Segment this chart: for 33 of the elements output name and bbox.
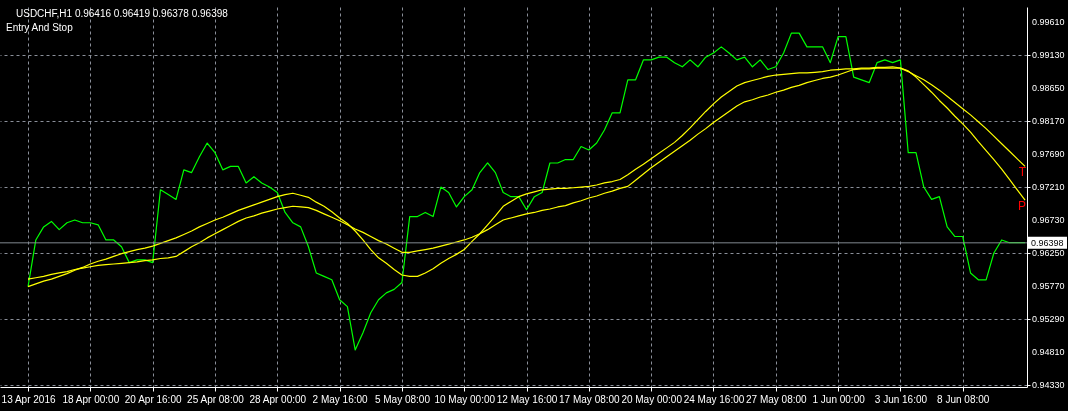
- x-tick-label: 27 May 08:00: [746, 393, 808, 405]
- y-tick-label: 0.94330: [1032, 379, 1065, 390]
- x-tick-label: 13 Apr 2016: [1, 393, 56, 405]
- y-tick-label: 0.99130: [1032, 50, 1065, 61]
- x-tick-label: 10 May 00:00: [434, 393, 496, 405]
- y-tick-label: 0.99610: [1032, 17, 1065, 28]
- x-tick-label: 25 Apr 08:00: [187, 393, 245, 405]
- y-tick-label: 0.98170: [1032, 116, 1065, 127]
- y-tick-label: 0.95290: [1032, 313, 1065, 324]
- y-tick-label: 0.96730: [1032, 215, 1065, 226]
- x-tick-label: 18 Apr 00:00: [62, 393, 120, 405]
- y-tick-label: 0.97690: [1032, 149, 1065, 160]
- y-tick-label: 0.98650: [1032, 83, 1065, 94]
- x-tick-label: 24 May 16:00: [683, 393, 745, 405]
- x-tick-label: 12 May 16:00: [496, 393, 558, 405]
- chart-title: USDCHF,H1 0.96416 0.96419 0.96378 0.96398: [16, 8, 229, 19]
- x-tick-label: 2 May 16:00: [312, 393, 369, 405]
- x-tick-label: 8 Jun 08:00: [937, 393, 990, 405]
- ref-line-label: 0.96398: [1031, 237, 1064, 248]
- x-tick-label: 20 May 00:00: [621, 393, 683, 405]
- x-tick-label: 17 May 08:00: [559, 393, 621, 405]
- text: Entry And Stop: [6, 22, 74, 33]
- y-tick-label: 0.95770: [1032, 280, 1065, 291]
- annotation: P: [1017, 199, 1026, 213]
- x-tick-label: 3 Jun 16:00: [874, 393, 928, 405]
- y-tick-label: 0.94810: [1032, 346, 1065, 357]
- x-tick-label: 1 Jun 00:00: [812, 393, 866, 405]
- x-tick-label: 20 Apr 16:00: [124, 393, 182, 405]
- annotation: T: [1018, 165, 1027, 179]
- x-tick-label: 28 Apr 00:00: [249, 393, 307, 405]
- y-tick-label: 0.96250: [1032, 248, 1065, 258]
- x-tick-label: 5 May 08:00: [374, 393, 431, 405]
- y-tick-label: 0.97210: [1032, 182, 1065, 193]
